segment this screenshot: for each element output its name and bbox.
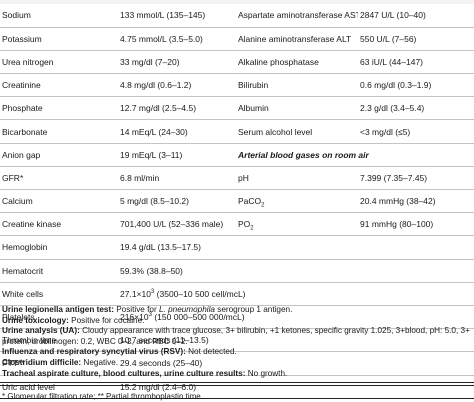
test-name-paco2: PaCO2 [236, 189, 358, 214]
urine-analysis-note: Urine analysis (UA): Cloudy appearance w… [2, 326, 470, 336]
bottom-rule-double [0, 385, 474, 386]
test-name: Calcium [0, 189, 118, 214]
test-value: 91 mmHg (80–100) [358, 212, 474, 237]
test-name: Serum alcohol level [236, 119, 358, 144]
table-row: Creatinine 4.8 mg/dl (0.6–1.2) Bilirubin… [0, 73, 474, 98]
test-value: 27.1×103 (3500–10 500 cell/mcL) [118, 282, 358, 306]
table-row: Anion gap 19 mEq/L (3–11) Arterial blood… [0, 143, 474, 167]
test-value: 2847 U/L (10–40) [358, 4, 474, 28]
blood-gas-section-header: Arterial blood gases on room air [236, 143, 474, 167]
table-row: Creatine kinase 701,400 U/L (52–336 male… [0, 212, 474, 237]
cultures-note: Tracheal aspirate culture, blood culture… [2, 368, 288, 378]
test-value: 7.399 (7.35–7.45) [358, 166, 474, 191]
table-row: GFR* 6.8 ml/min pH 7.399 (7.35–7.45) [0, 166, 474, 191]
table-row: Bicarbonate 14 mEq/L (24–30) Serum alcoh… [0, 119, 474, 144]
test-name: Bilirubin [236, 73, 358, 98]
test-value: 10.7 seconds (11–13.5) [118, 328, 236, 353]
table-row: Urea nitrogen 33 mg/dl (7–20) Alkaline p… [0, 50, 474, 75]
cropped-top-row [0, 0, 474, 4]
table-row: Thrombin time 10.7 seconds (11–13.5) [0, 328, 474, 353]
legionella-note: Urine legionella antigen test: Positive … [2, 305, 293, 314]
table-row: Potassium 4.75 mmol/L (3.5–5.0) Alanine … [0, 27, 474, 51]
cdiff-note: Clostridium difficile: Negative. [2, 357, 119, 367]
test-value: 4.75 mmol/L (3.5–5.0) [118, 27, 236, 51]
test-value: 15.2 mg/dl (2.4–6.0) [118, 375, 236, 399]
test-value: 29.4 seconds (25–40) [118, 351, 236, 376]
toxicology-note: Urine toxicology: Positive for cocaine. [2, 315, 145, 325]
test-name: Alkaline phosphatase [236, 50, 358, 75]
table-row: Hematocrit 59.3% (38.8–50) [0, 259, 474, 283]
test-value: 19.4 g/dL (13.5–17.5) [118, 235, 236, 260]
influenza-note: Influenza and respiratory syncytial viru… [2, 347, 237, 357]
test-value: 701,400 U/L (52–336 male) [118, 212, 236, 237]
test-name: Platelets [0, 305, 118, 330]
bottom-rule [0, 382, 474, 383]
table-row: White cells 27.1×103 (3500–10 500 cell/m… [0, 282, 474, 306]
test-name: Aspartate aminotransferase AST [236, 4, 358, 28]
test-value: 550 U/L (7–56) [358, 27, 474, 51]
table-row: Sodium 133 mmol/L (135–145) Aspartate am… [0, 4, 474, 28]
test-value: 14 mEq/L (24–30) [118, 119, 236, 144]
table-row: Uric acid level 15.2 mg/dl (2.4–6.0) [0, 375, 474, 399]
footnote: * Glomerular filtration rate; ** Partial… [2, 392, 203, 401]
test-name: Hematocrit [0, 259, 118, 283]
test-value: 2.3 g/dl (3.4–5.4) [358, 96, 474, 121]
test-value: 5 mg/dl (8.5–10.2) [118, 189, 236, 214]
test-value: 63 iU/L (44–147) [358, 50, 474, 75]
test-value: 6.8 ml/min [118, 166, 236, 191]
table-row: PTT** 29.4 seconds (25–40) [0, 351, 474, 376]
table-row: Phosphate 12.7 mg/dl (2.5–4.5) Albumin 2… [0, 96, 474, 121]
test-name: Albumin [236, 96, 358, 121]
test-value: 216×103 (150 000–500 000/mcL) [118, 305, 358, 330]
test-value: 133 mmol/L (135–145) [118, 4, 236, 28]
test-name: Creatine kinase [0, 212, 118, 237]
test-value: 4.8 mg/dl (0.6–1.2) [118, 73, 236, 98]
test-name: Urea nitrogen [0, 50, 118, 75]
test-value: 33 mg/dl (7–20) [118, 50, 236, 75]
table-row: Hemoglobin 19.4 g/dL (13.5–17.5) [0, 235, 474, 260]
table-row: Platelets 216×103 (150 000–500 000/mcL) [0, 305, 474, 330]
test-name: Anion gap [0, 143, 118, 167]
test-value: 19 mEq/L (3–11) [118, 143, 236, 167]
test-name: pH [236, 166, 358, 191]
table-row: Calcium 5 mg/dl (8.5–10.2) PaCO2 20.4 mm… [0, 189, 474, 214]
test-name: PTT** [0, 351, 118, 376]
lab-values-table: Sodium 133 mmol/L (135–145) Aspartate am… [0, 4, 474, 399]
test-value: 59.3% (38.8–50) [118, 259, 236, 283]
test-value: <3 mg/dl (≤5) [358, 119, 474, 144]
test-name-po2: PO2 [236, 212, 358, 237]
test-value: 20.4 mmHg (38–42) [358, 189, 474, 214]
test-value: 12.7 mg/dl (2.5–4.5) [118, 96, 236, 121]
test-name: GFR* [0, 166, 118, 191]
test-name: Phosphate [0, 96, 118, 121]
test-name: Uric acid level [0, 375, 118, 399]
test-name: White cells [0, 282, 118, 306]
additional-test-notes: Urine legionella antigen test: Positive … [0, 305, 474, 379]
test-name: Bicarbonate [0, 119, 118, 144]
test-name: Alanine aminotransferase ALT [236, 27, 358, 51]
test-name: Potassium [0, 27, 118, 51]
test-name: Thrombin time [0, 328, 118, 353]
test-name: Sodium [0, 4, 118, 28]
test-name: Creatinine [0, 73, 118, 98]
urine-analysis-note-continued: protein, urobilinogen: 0.2, WBC 0–2, and… [2, 336, 188, 346]
test-value: 0.6 mg/dl (0.3–1.9) [358, 73, 474, 98]
test-name: Hemoglobin [0, 235, 118, 260]
